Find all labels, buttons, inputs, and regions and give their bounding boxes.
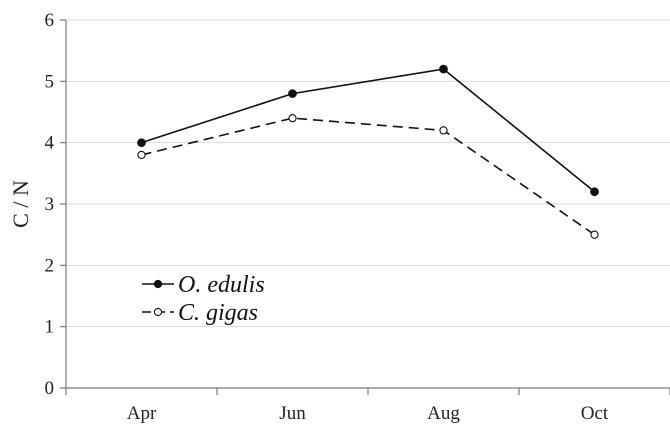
y-tick-label: 2 [45,255,55,276]
series-line [141,68,596,193]
x-tick-label: Aug [427,403,460,424]
series-line [141,117,595,236]
data-point [590,230,599,239]
y-axis-label: C / N [8,180,33,228]
y-tick-label: 5 [45,71,55,92]
y-tick-label: 0 [45,378,55,399]
y-tick-label: 1 [45,317,55,338]
data-point [288,113,297,123]
legend-swatch-marker [153,279,163,289]
data-point [439,126,448,135]
x-tick-label: Jun [279,403,306,424]
legend-swatch-marker [153,307,163,317]
series-layer [137,64,599,239]
y-tick-label: 4 [45,133,55,154]
legend-label: C. gigas [178,300,258,326]
data-point [590,187,599,197]
data-point [137,150,146,160]
data-point [288,89,297,98]
x-tick-label: Oct [581,403,609,424]
series-0 [137,64,599,197]
y-tick-label: 6 [45,10,55,31]
axis-layer: 0 1 2 3 4 5 6 Apr Jun Aug Oct C / N [8,10,670,424]
x-tick-label: Apr [127,403,157,424]
series-1 [137,113,599,239]
y-tick-label: 3 [45,194,55,215]
legend-label: O. edulis [178,272,265,298]
data-point [137,138,146,148]
data-point [439,64,448,74]
